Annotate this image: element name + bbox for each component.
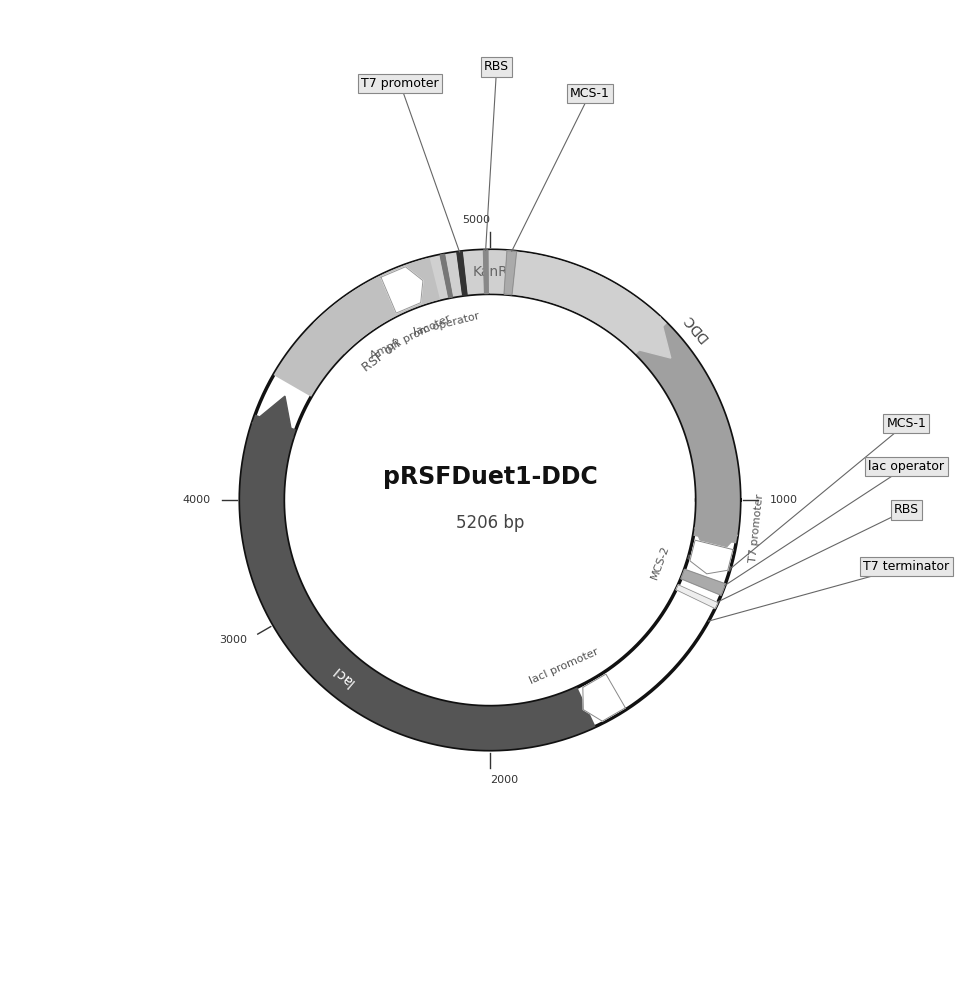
Polygon shape	[240, 415, 596, 750]
Text: MCS-2: MCS-2	[650, 544, 671, 581]
Polygon shape	[490, 250, 740, 543]
Text: lacI: lacI	[329, 662, 357, 688]
Text: KanR: KanR	[472, 265, 508, 279]
Text: 5000: 5000	[462, 215, 490, 225]
Text: RBS: RBS	[484, 60, 510, 73]
Polygon shape	[676, 585, 717, 609]
Text: 3000: 3000	[220, 635, 248, 645]
Text: lac operator: lac operator	[413, 311, 480, 337]
Text: T7 promoter: T7 promoter	[362, 77, 439, 90]
Polygon shape	[440, 254, 453, 298]
Text: 1000: 1000	[770, 495, 798, 505]
Text: RBS: RBS	[894, 503, 919, 516]
Polygon shape	[457, 252, 467, 295]
Text: lacI promoter: lacI promoter	[528, 646, 600, 686]
Polygon shape	[688, 555, 731, 571]
Text: 4000: 4000	[182, 495, 210, 505]
Polygon shape	[314, 250, 666, 354]
Text: MCS-1: MCS-1	[887, 417, 926, 430]
Polygon shape	[504, 251, 516, 295]
Polygon shape	[690, 540, 733, 574]
Text: 5206 bp: 5206 bp	[456, 514, 524, 532]
Polygon shape	[252, 396, 293, 438]
Text: DDC: DDC	[680, 311, 710, 344]
Polygon shape	[273, 258, 440, 397]
Text: MCS-1: MCS-1	[570, 87, 610, 100]
Text: AmpR promoter: AmpR promoter	[368, 313, 453, 361]
Polygon shape	[381, 267, 423, 313]
Polygon shape	[681, 569, 725, 595]
Text: lac operator: lac operator	[868, 460, 945, 473]
Text: T7 promoter: T7 promoter	[748, 493, 765, 563]
Polygon shape	[583, 674, 625, 721]
Polygon shape	[629, 317, 670, 358]
Polygon shape	[695, 528, 738, 564]
Text: 2000: 2000	[490, 775, 518, 785]
Polygon shape	[483, 250, 488, 294]
Text: pRSFDuet1-DDC: pRSFDuet1-DDC	[382, 465, 598, 489]
Text: T7 terminator: T7 terminator	[863, 560, 950, 573]
Text: RSF ori: RSF ori	[361, 338, 403, 375]
